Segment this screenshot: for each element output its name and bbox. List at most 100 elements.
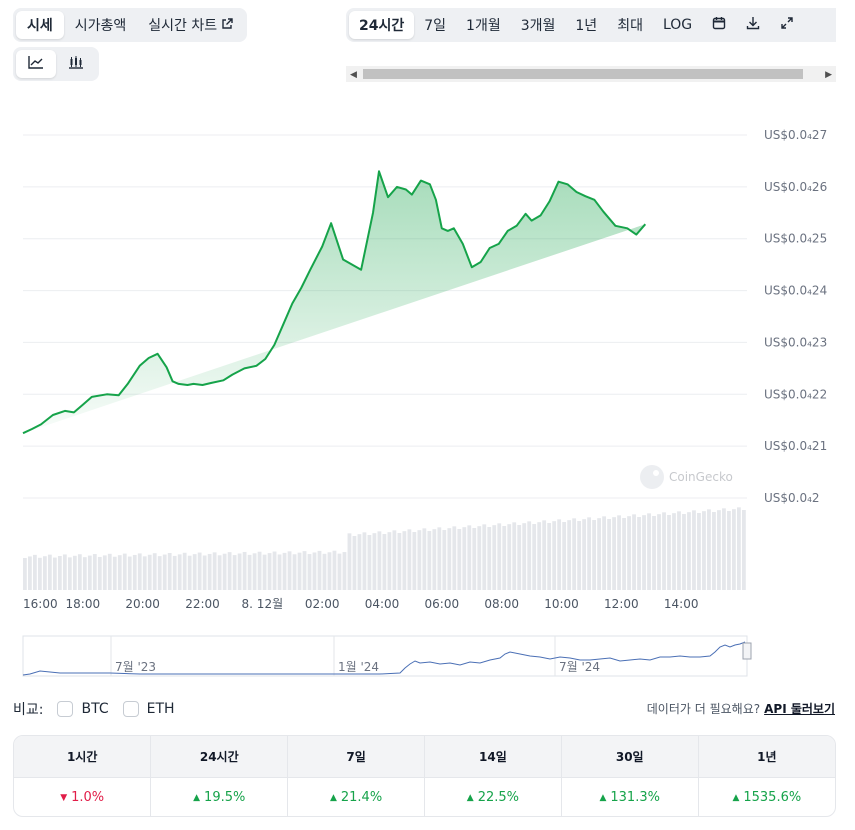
range-1y[interactable]: 1년 (575, 18, 598, 34)
x-tick-label: 20:00 (125, 597, 160, 611)
y-tick-label: US$0.0₄2 (764, 491, 820, 505)
volume-bar (487, 527, 492, 590)
price-chart[interactable]: CoinGecko US$0.0₄2US$0.0₄21US$0.0₄22US$0… (0, 100, 855, 630)
volume-bar (137, 553, 142, 590)
compare-eth-checkbox[interactable] (122, 701, 139, 717)
compare-btc-checkbox[interactable] (57, 701, 74, 717)
range-7d[interactable]: 7일 (424, 18, 447, 34)
volume-bar (632, 514, 636, 590)
line-chart-button[interactable] (16, 50, 56, 78)
candlestick-button[interactable] (56, 50, 96, 78)
volume-bar (532, 524, 537, 590)
volume-bar (197, 552, 202, 590)
volume-bar (297, 552, 302, 590)
volume-bar (587, 517, 592, 590)
volume-bar (377, 531, 382, 590)
scroll-right-icon[interactable]: ▶ (825, 69, 832, 79)
range-3m[interactable]: 3개월 (520, 18, 556, 34)
volume-bar (652, 516, 656, 590)
range-24h[interactable]: 24시간 (349, 11, 415, 39)
volume-bar (357, 534, 362, 590)
volume-bar (602, 516, 606, 590)
calendar-button[interactable] (702, 11, 736, 39)
volume-bar (72, 555, 77, 590)
scrollbar-thumb[interactable] (363, 69, 803, 79)
change-24h: ▲ 19.5% (150, 776, 289, 816)
header-30d: 30일 (561, 736, 699, 777)
volume-bar (607, 519, 611, 590)
change-30d: ▲ 131.3% (561, 776, 699, 816)
api-link[interactable]: API 둘러보기 (764, 702, 835, 716)
volume-bar (142, 556, 147, 590)
calendar-icon (712, 16, 726, 34)
y-tick-label: US$0.0₄22 (764, 387, 827, 401)
y-tick-label: US$0.0₄21 (764, 439, 827, 453)
volume-bar (742, 510, 746, 590)
volume-bar (282, 552, 287, 590)
range-log[interactable]: LOG (662, 17, 693, 33)
volume-bar (547, 523, 552, 590)
download-button[interactable] (736, 11, 770, 39)
external-link-icon (221, 17, 233, 33)
volume-bar (537, 522, 542, 590)
navigator[interactable]: 7월 '23 1월 '24 7월 '24 (0, 630, 855, 685)
volume-bar (552, 521, 557, 590)
volume-bar (247, 554, 252, 590)
compare-btc-label[interactable]: BTC (81, 701, 109, 717)
volume-bar (367, 535, 372, 590)
volume-bar (37, 557, 42, 590)
volume-bar (662, 512, 666, 590)
range-1m[interactable]: 1개월 (466, 18, 501, 34)
volume-bar (227, 552, 232, 590)
navigator-handle[interactable] (742, 642, 752, 660)
tab-price[interactable]: 시세 (16, 11, 64, 39)
header-1y: 1년 (698, 736, 835, 777)
tab-live-chart-label: 실시간 차트 (148, 18, 218, 34)
volume-bar (707, 509, 711, 590)
price-area (23, 171, 646, 434)
volume-bar (62, 554, 67, 590)
volume-bars (23, 507, 746, 590)
volume-bar (347, 533, 352, 590)
change-14d: ▲ 22.5% (424, 776, 562, 816)
y-axis-labels: US$0.0₄2 US$0.0₄21 US$0.0₄22 US$0.0₄23 US$0.… (764, 128, 827, 505)
tab-market-cap[interactable]: 시가총액 (64, 11, 138, 39)
change-1h: ▼ 1.0% (14, 776, 152, 816)
volume-bar (497, 523, 502, 590)
volume-bar (412, 532, 417, 590)
volume-bar (717, 510, 721, 590)
volume-bar (542, 520, 547, 590)
change-7d: ▲ 21.4% (287, 776, 425, 816)
volume-bar (397, 533, 402, 590)
volume-bar (692, 510, 696, 590)
volume-bar (727, 511, 731, 590)
compare-row: 비교: BTC ETH (13, 699, 175, 719)
range-scrollbar[interactable]: ◀ ▶ (346, 66, 836, 82)
volume-bar (332, 550, 337, 590)
x-tick-label: 18:00 (66, 597, 101, 611)
volume-bar (277, 554, 282, 590)
volume-bar (352, 536, 357, 590)
volume-bar (522, 523, 527, 590)
volume-bar (507, 524, 512, 590)
chart-type-toggle (13, 47, 99, 81)
volume-bar (122, 553, 127, 590)
header-14d: 14일 (424, 736, 562, 777)
expand-button[interactable] (770, 11, 804, 39)
compare-eth-label[interactable]: ETH (146, 701, 175, 717)
volume-bar (722, 508, 726, 590)
tab-live-chart[interactable]: 실시간 차트 (137, 11, 244, 39)
volume-bar (387, 532, 392, 590)
navigator-line (22, 641, 746, 676)
volume-bar (712, 512, 716, 590)
volume-bar (627, 516, 631, 590)
volume-bar (77, 554, 82, 590)
volume-bar (302, 551, 307, 590)
navigator-label: 1월 '24 (338, 660, 379, 674)
header-7d: 7일 (287, 736, 425, 777)
scroll-left-icon[interactable]: ◀ (350, 69, 357, 79)
volume-bar (272, 551, 277, 590)
volume-bar (687, 512, 691, 590)
change-30d-value: 131.3% (610, 789, 660, 805)
range-max[interactable]: 최대 (617, 18, 643, 34)
